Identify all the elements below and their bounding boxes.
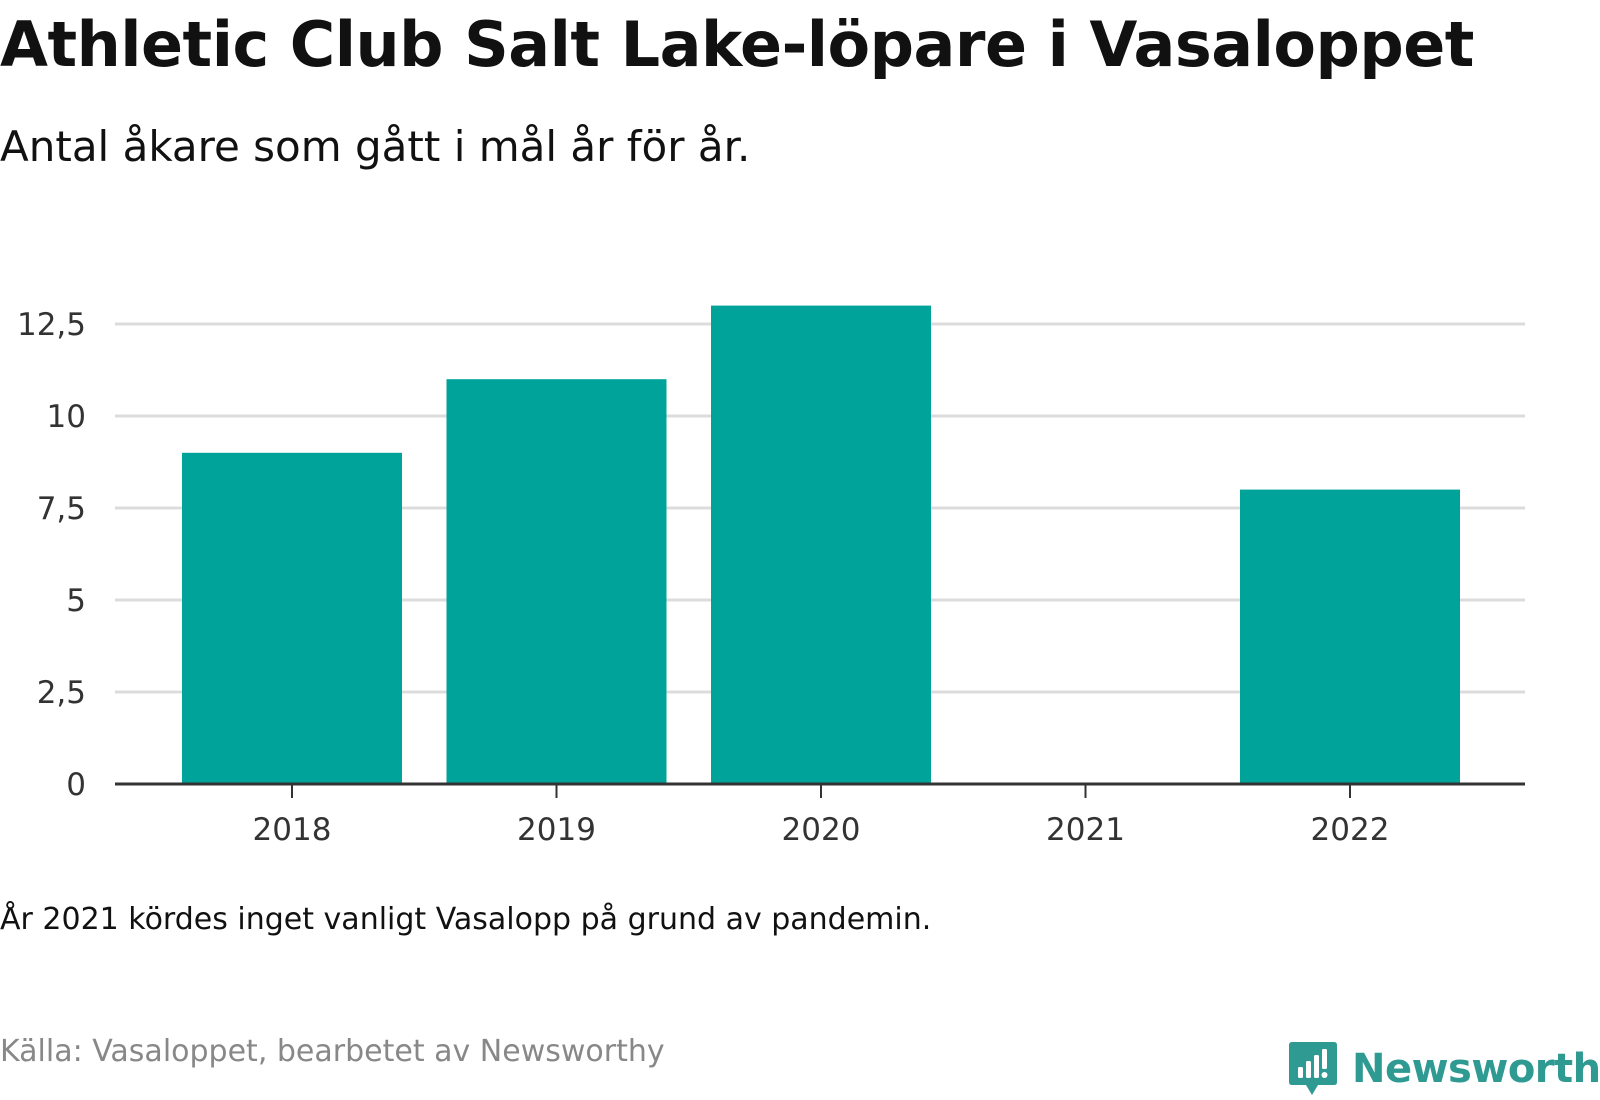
x-tick-label: 2022 bbox=[1311, 812, 1390, 848]
x-tick-label: 2020 bbox=[782, 812, 861, 848]
brand-logo: Newsworthy bbox=[1288, 1040, 1600, 1098]
newsworthy-logo-icon bbox=[1289, 1042, 1337, 1095]
y-axis-ticks: 0 2,5 5 7,5 10 12,5 bbox=[17, 307, 86, 803]
y-tick-label: 12,5 bbox=[17, 307, 86, 343]
bar-2019 bbox=[446, 379, 667, 784]
source-credit: Källa: Vasaloppet, bearbetet av Newswort… bbox=[0, 1034, 665, 1069]
chart-title: Athletic Club Salt Lake-löpare i Vasalop… bbox=[0, 8, 1474, 81]
bar-chart: 0 2,5 5 7,5 10 12,5 2018 2019 2020 2021 2022 bbox=[17, 305, 1525, 848]
bar-2020 bbox=[711, 305, 931, 784]
chart-subtitle: Antal åkare som gått i mål år för år. bbox=[0, 122, 751, 171]
y-tick-label: 0 bbox=[66, 767, 86, 803]
y-tick-label: 2,5 bbox=[37, 675, 86, 711]
chart-note: År 2021 kördes inget vanligt Vasalopp på… bbox=[0, 902, 932, 937]
x-tick-label: 2019 bbox=[517, 812, 596, 848]
x-tick-label: 2018 bbox=[253, 812, 332, 848]
x-axis: 2018 2019 2020 2021 2022 bbox=[115, 782, 1525, 848]
y-tick-label: 5 bbox=[66, 583, 86, 619]
bar-2022 bbox=[1240, 489, 1460, 784]
bars bbox=[182, 305, 1460, 784]
bar-2018 bbox=[182, 452, 402, 784]
y-tick-label: 7,5 bbox=[37, 491, 86, 527]
y-tick-label: 10 bbox=[47, 399, 86, 435]
x-tick-label: 2021 bbox=[1046, 812, 1125, 848]
brand-name: Newsworthy bbox=[1352, 1046, 1600, 1092]
